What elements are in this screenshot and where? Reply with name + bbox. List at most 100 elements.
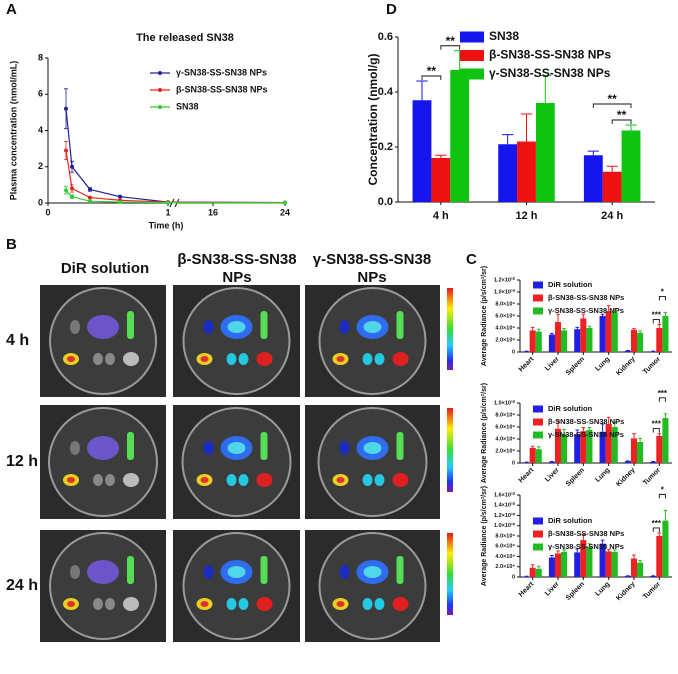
- organ: [105, 474, 115, 486]
- organ: [256, 597, 273, 611]
- x-tick-label: 24: [280, 207, 290, 217]
- legend-swatch: [460, 31, 484, 43]
- bar: [548, 557, 555, 577]
- y-tick-label: 0.0: [378, 196, 393, 208]
- bar: [599, 543, 606, 577]
- organ: [238, 598, 249, 610]
- error-bar: [536, 565, 541, 569]
- organ: [227, 442, 246, 454]
- legend-label: DiR solution: [548, 280, 593, 289]
- legend-label: β-SN38-SS-SN38 NPs: [489, 48, 611, 62]
- legend-swatch: [533, 281, 543, 289]
- error-bar: [556, 420, 560, 429]
- legend-label: β-SN38-SS-SN38 NPs: [548, 293, 624, 302]
- error-bar: [530, 564, 535, 568]
- organ: [336, 477, 345, 483]
- bar: [580, 431, 587, 463]
- organ: [127, 432, 134, 460]
- error-bar: [632, 554, 636, 559]
- error-bar: [657, 433, 662, 436]
- dish: [182, 287, 291, 395]
- error-bar: [632, 433, 636, 439]
- organ: [336, 356, 345, 362]
- bar: [599, 316, 606, 352]
- organ: [203, 320, 214, 334]
- legend-marker: [158, 105, 162, 109]
- dish: [49, 532, 157, 640]
- error-bar: [657, 532, 662, 536]
- significance-bracket: [652, 318, 660, 324]
- y-tick-label: 0.2: [378, 141, 393, 153]
- organ: [87, 436, 119, 460]
- significance-label: **: [617, 108, 627, 122]
- error-bar: [600, 539, 605, 544]
- significance-bracket: [611, 119, 632, 124]
- organ: [93, 353, 103, 365]
- y-tick-label: 0.4: [378, 86, 394, 98]
- bar: [529, 448, 536, 463]
- row-label: 12 h: [6, 453, 38, 470]
- y-tick-label: 1.2×10¹⁰: [494, 276, 516, 283]
- organ: [339, 565, 350, 579]
- bar: [586, 546, 593, 577]
- significance-label: ***: [652, 519, 662, 528]
- bar: [586, 328, 593, 352]
- bar: [650, 461, 657, 463]
- bar: [574, 552, 581, 577]
- organ: [339, 320, 350, 334]
- bar: [561, 551, 568, 577]
- organ: [260, 311, 268, 339]
- bar: [611, 312, 618, 352]
- bar: [498, 144, 518, 202]
- significance-label: ***: [652, 311, 662, 320]
- error-bar: [536, 446, 541, 450]
- organ: [123, 597, 139, 611]
- organ: [105, 353, 115, 365]
- significance-label: **: [446, 34, 456, 48]
- dish: [318, 287, 427, 395]
- bar: [580, 318, 587, 352]
- organ: [123, 473, 139, 487]
- bar: [561, 434, 568, 463]
- organ: [363, 442, 382, 454]
- y-tick-label: 6.0×10⁹: [495, 424, 515, 430]
- error-bar: [632, 328, 636, 330]
- y-tick-label: 0: [38, 197, 43, 207]
- y-tick-label: 0: [512, 574, 515, 580]
- x-tick-label: Spleen: [565, 467, 586, 488]
- series-line: [65, 108, 286, 204]
- error-bar: [638, 330, 642, 333]
- legend-swatch: [533, 307, 543, 315]
- x-tick-label: Kidney: [615, 581, 637, 603]
- dish: [317, 407, 428, 517]
- bar: [656, 436, 663, 463]
- legend-label: SN38: [176, 101, 199, 111]
- bar: [662, 520, 669, 577]
- error-bar: [612, 308, 617, 313]
- x-tick-label: Tumor: [642, 356, 662, 376]
- data-point: [64, 106, 68, 111]
- color-scale: [447, 288, 453, 370]
- organ: [362, 474, 373, 486]
- organ: [67, 477, 75, 483]
- error-bar: [587, 325, 592, 328]
- y-tick-label: 1.0×10¹⁰: [494, 522, 516, 529]
- bar: [574, 434, 581, 463]
- bar: [535, 103, 555, 202]
- error-bar: [550, 554, 554, 558]
- organ: [374, 474, 385, 486]
- error-bar: [612, 421, 617, 427]
- data-point: [70, 186, 74, 191]
- x-axis-label: Time (h): [149, 220, 184, 230]
- legend-label: γ-SN38-SS-SN38 NPs: [176, 67, 267, 77]
- bar: [450, 70, 470, 202]
- x-tick-label: Liver: [544, 581, 561, 598]
- legend-label: SN38: [489, 29, 519, 43]
- bar: [586, 430, 593, 463]
- organ: [392, 597, 409, 611]
- bar: [523, 576, 530, 577]
- organ: [374, 598, 385, 610]
- bar: [602, 171, 622, 202]
- series-line: [65, 150, 286, 204]
- panel-label: D: [386, 1, 397, 18]
